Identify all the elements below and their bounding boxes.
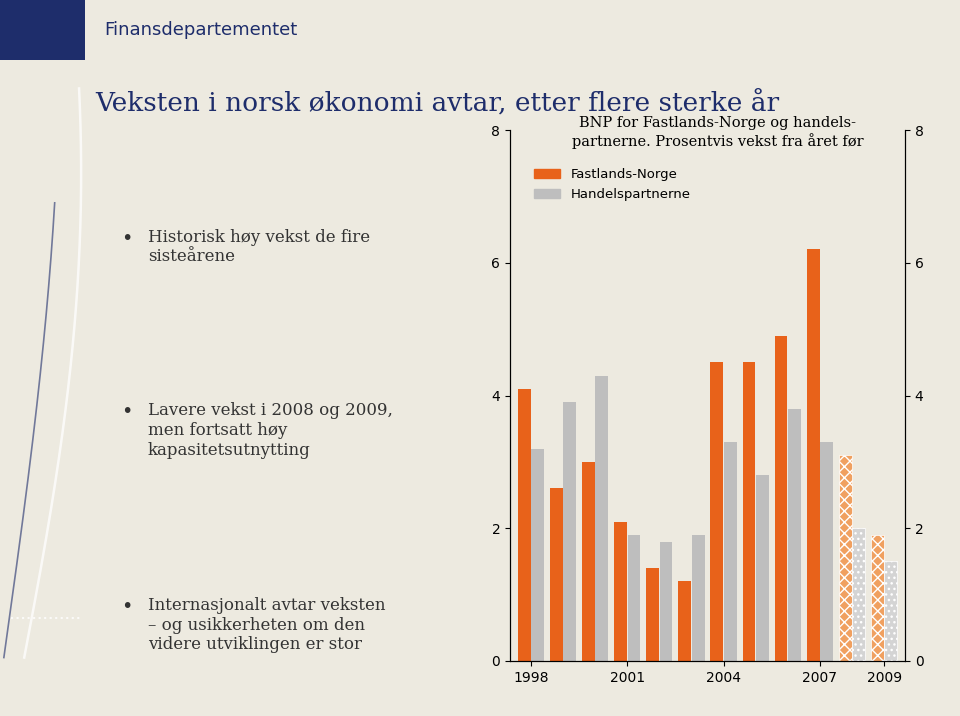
Text: •: •	[121, 402, 132, 422]
Bar	[871, 535, 884, 661]
Bar	[0, 0, 85, 60]
Text: Internasjonalt avtar veksten
– og usikkerheten om den
videre utviklingen er stor: Internasjonalt avtar veksten – og usikke…	[148, 597, 386, 653]
Text: BNP for Fastlands-Norge og handels-
partnerne. Prosentvis vekst fra året før: BNP for Fastlands-Norge og handels- part…	[572, 116, 863, 149]
Bar	[742, 362, 756, 661]
Bar	[517, 389, 531, 661]
Legend: Fastlands-Norge, Handelspartnerne: Fastlands-Norge, Handelspartnerne	[528, 163, 696, 206]
Bar	[550, 488, 563, 661]
Bar	[646, 568, 659, 661]
Bar	[839, 455, 852, 661]
Text: Finansdepartementet: Finansdepartementet	[105, 21, 298, 39]
Bar	[820, 442, 833, 661]
Text: Lavere vekst i 2008 og 2009,
men fortsatt høy
kapasitetsutnytting: Lavere vekst i 2008 og 2009, men fortsat…	[148, 402, 393, 459]
Bar	[660, 541, 673, 661]
Text: •: •	[121, 597, 132, 616]
Text: •: •	[121, 229, 132, 248]
Bar	[564, 402, 576, 661]
Text: Veksten i norsk økonomi avtar, etter flere sterke år: Veksten i norsk økonomi avtar, etter fle…	[95, 90, 780, 116]
Bar	[756, 475, 769, 661]
Bar	[806, 249, 820, 661]
Bar	[679, 581, 691, 661]
Bar	[710, 362, 723, 661]
Bar	[531, 449, 544, 661]
Bar	[595, 376, 609, 661]
Bar	[628, 535, 640, 661]
Bar	[724, 442, 736, 661]
Bar	[775, 336, 787, 661]
Bar	[884, 561, 898, 661]
Bar	[852, 528, 865, 661]
Bar	[788, 409, 801, 661]
Text: Historisk høy vekst de fire
sisteårene: Historisk høy vekst de fire sisteårene	[148, 229, 371, 266]
Bar	[614, 522, 627, 661]
Bar	[582, 462, 595, 661]
Bar	[692, 535, 705, 661]
